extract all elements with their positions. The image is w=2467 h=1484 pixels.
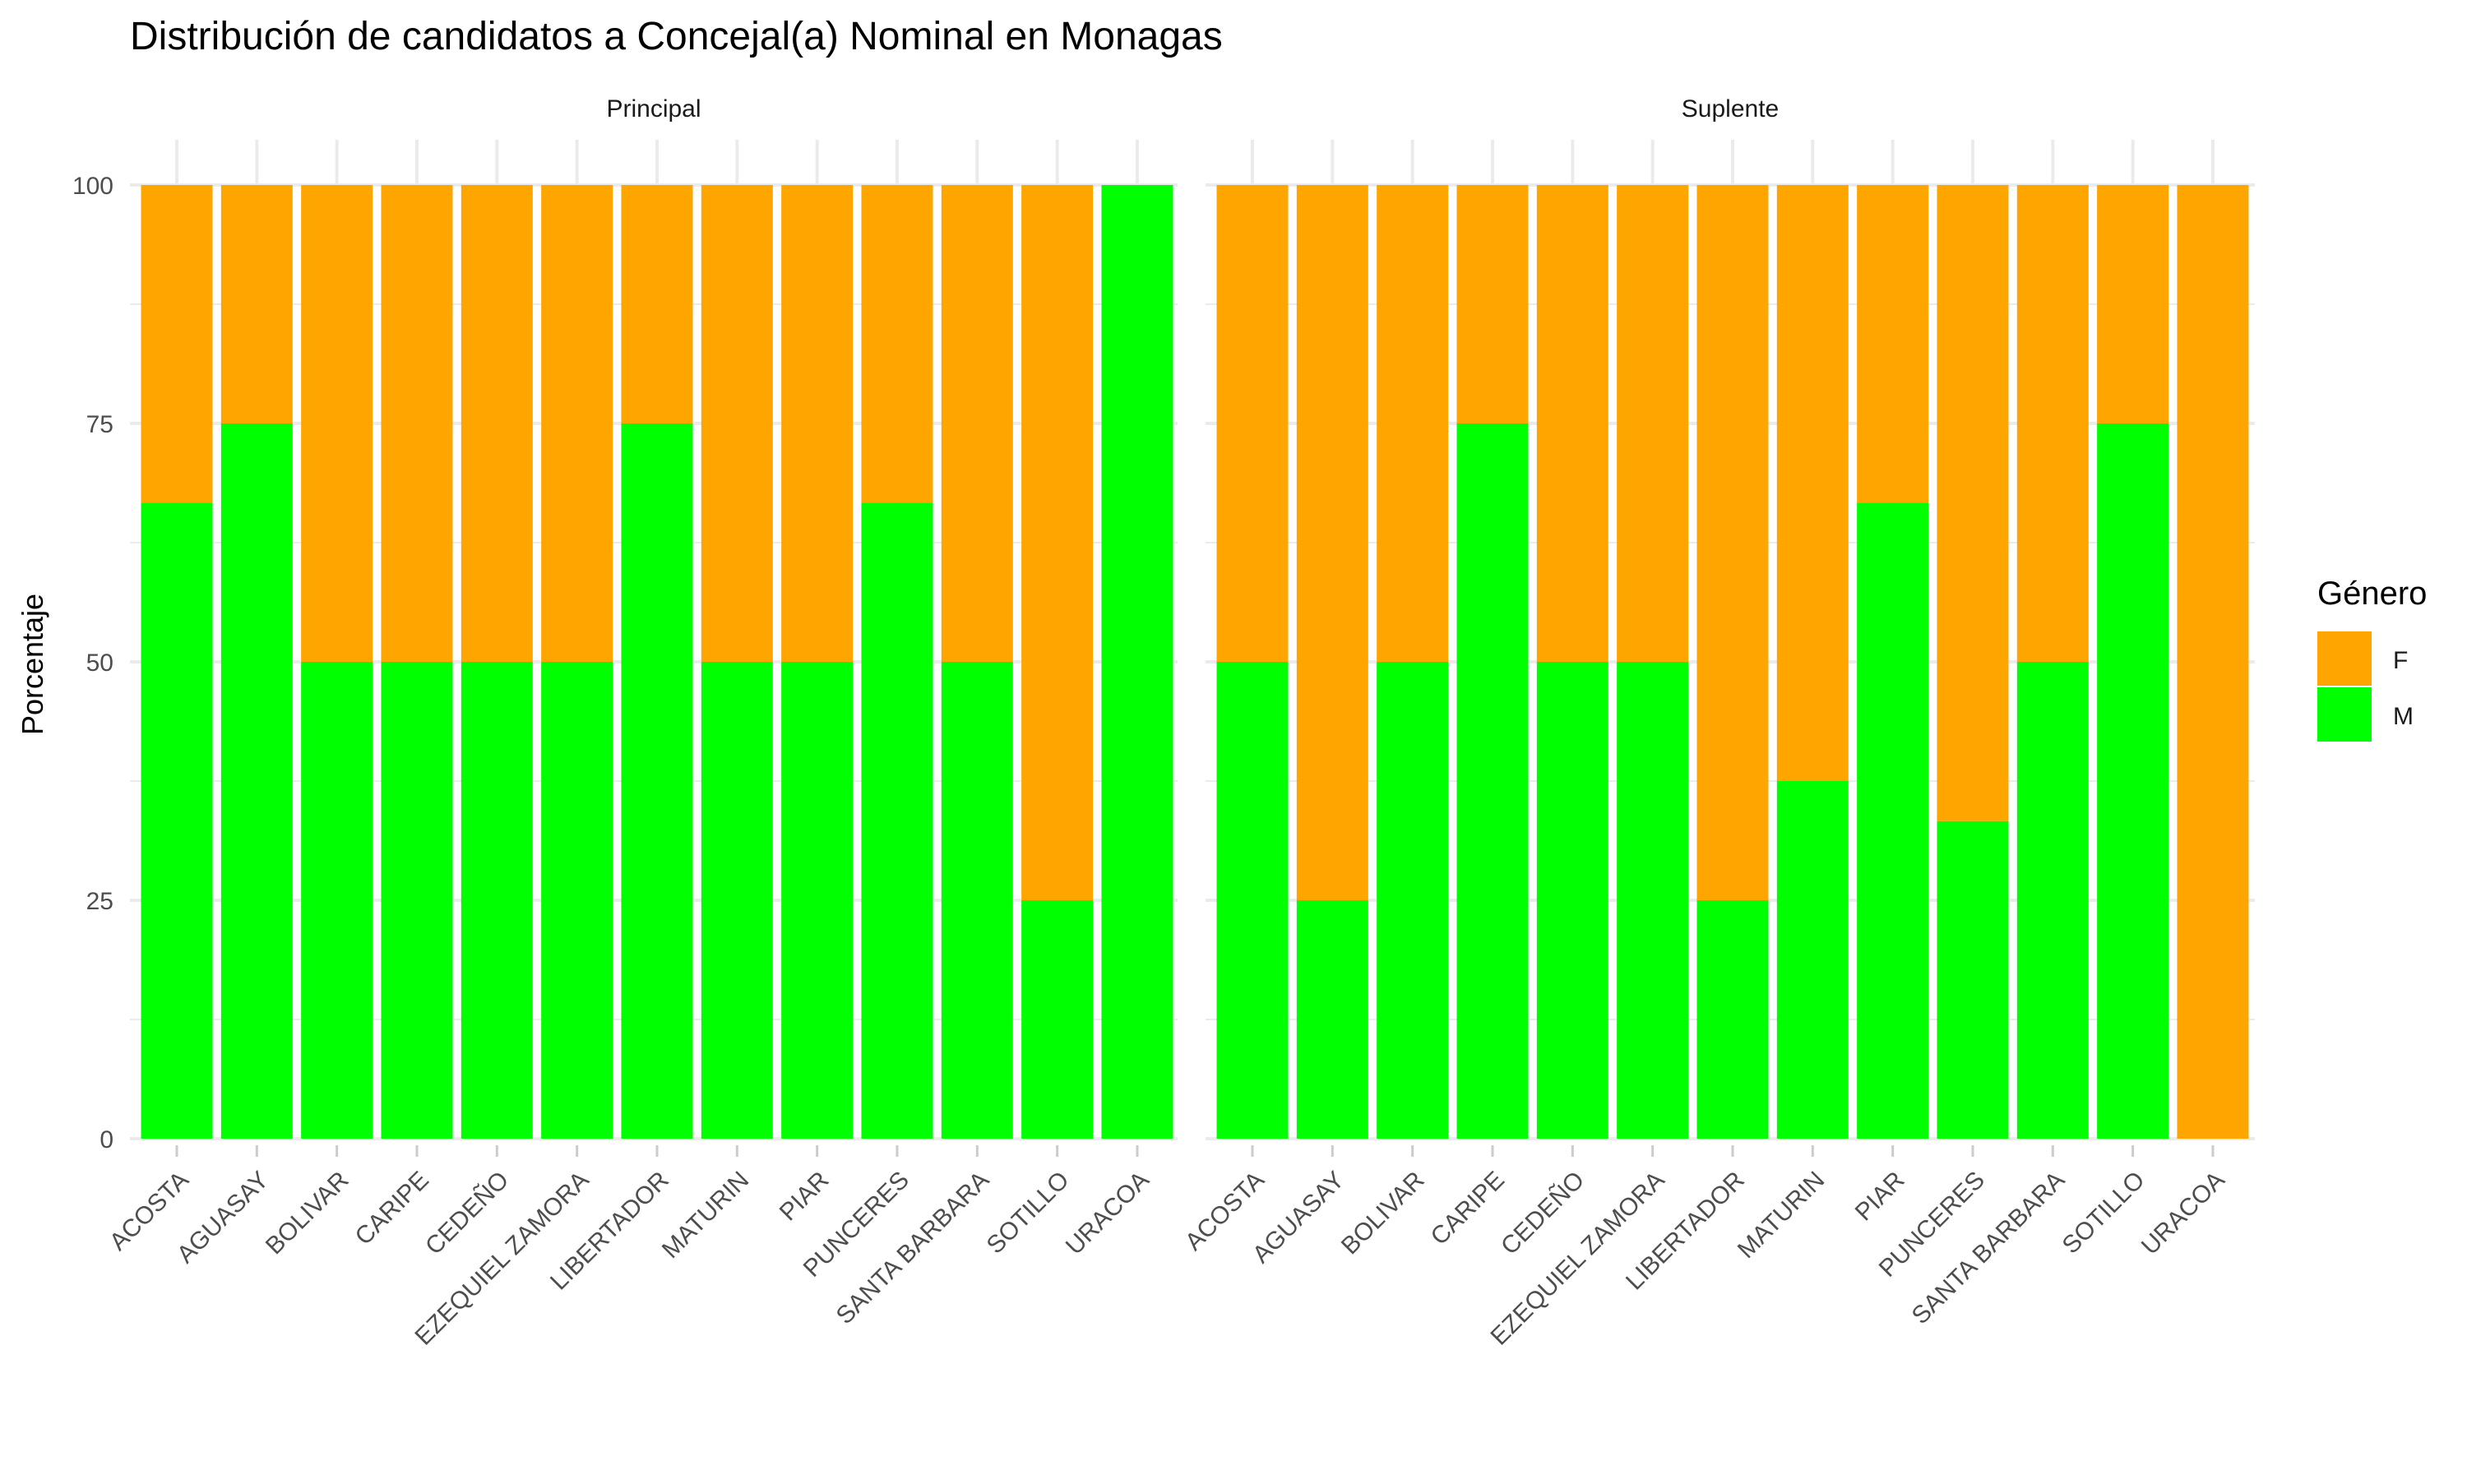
bar-segment-m [1296,900,1368,1139]
x-tick-label: BOLIVAR [1336,1167,1430,1260]
bar-segment-m [941,662,1013,1139]
bar-segment-f [381,185,453,662]
x-tick-label: BOLIVAR [261,1167,354,1260]
bar-segment-f [141,185,213,503]
bar-segment-f [1456,185,1529,423]
x-tick-label: SOTILLO [982,1167,1075,1260]
legend-title: Género [2317,576,2427,612]
bar-segment-f [1021,185,1094,900]
chart-title: Distribución de candidatos a Concejal(a)… [130,15,1223,58]
legend-key-f [2317,631,2372,686]
legend-label: F [2393,647,2408,674]
legend: Género F M [2317,576,2427,742]
y-tick-label: 50 [86,650,113,677]
y-axis-ticks: 0 25 50 75 100 [72,173,113,1153]
x-tick-label: PIAR [1850,1167,1910,1227]
bar-segment-m [381,662,453,1139]
bar-segment-f [1937,185,2009,821]
bar-segment-m [1021,900,1094,1139]
bar-segment-f [461,185,533,662]
facet-strip-label: Suplente [1682,95,1779,123]
bar-segment-f [1617,185,1689,662]
bar-segment-f [621,185,693,423]
y-axis-label: Porcentaje [16,594,49,735]
x-tick-label: SANTA BARBARA [831,1167,995,1330]
panel-suplente: SuplenteACOSTAAGUASAYBOLIVARCARIPECEDEÑO… [1180,95,2255,1351]
bar-segment-m [621,423,693,1139]
y-tick-label: 100 [72,173,113,200]
y-tick-label: 0 [100,1126,113,1153]
bar-segment-m [861,502,933,1139]
bar-segment-m [1776,781,1849,1139]
facet-strip-label: Principal [606,95,701,123]
bar-segment-m [220,423,293,1139]
bar-segment-m [461,662,533,1139]
bar-segment-m [1536,662,1608,1139]
bar-segment-m [701,662,773,1139]
x-tick-label: PIAR [775,1167,835,1227]
bar-segment-m [781,662,854,1139]
panels-layer: PrincipalACOSTAAGUASAYBOLIVARCARIPECEDEÑ… [104,95,2255,1351]
bar-segment-f [1857,185,1929,503]
x-tick-label: CARIPE [1426,1167,1510,1251]
panel-principal: PrincipalACOSTAAGUASAYBOLIVARCARIPECEDEÑ… [104,95,1178,1351]
x-tick-label: CARIPE [350,1167,434,1251]
bar-segment-m [301,662,373,1139]
bar-segment-f [220,185,293,423]
bar-segment-m [1857,502,1929,1139]
bar-segment-m [2097,423,2169,1139]
bar-segment-f [1536,185,1608,662]
legend-label: M [2393,703,2414,730]
y-tick-label: 25 [86,888,113,915]
bar-segment-f [301,185,373,662]
y-tick-label: 75 [86,411,113,438]
bar-segment-m [1696,900,1769,1139]
bar-segment-f [941,185,1013,662]
bar-segment-f [781,185,854,662]
bar-segment-m [1617,662,1689,1139]
bar-segment-m [2016,662,2089,1139]
bar-segment-f [2097,185,2169,423]
bar-segment-f [701,185,773,662]
bar-segment-m [541,662,613,1139]
bar-segment-f [1696,185,1769,900]
bar-segment-f [2177,185,2249,1139]
bar-segment-m [1937,821,2009,1139]
bar-segment-m [1101,185,1173,1139]
bar-segment-m [141,502,213,1139]
bar-segment-f [1296,185,1368,900]
bar-segment-f [541,185,613,662]
bar-segment-f [1776,185,1849,781]
legend-key-m [2317,687,2372,742]
bar-segment-m [1216,662,1289,1139]
x-tick-label: URACOA [1061,1167,1155,1260]
bar-segment-f [2016,185,2089,662]
bar-segment-m [1456,423,1529,1139]
bar-segment-f [1377,185,1449,662]
x-tick-label: MATURIN [1733,1167,1830,1264]
x-tick-label: URACOA [2136,1167,2230,1260]
x-tick-label: SANTA BARBARA [1907,1167,2071,1330]
bar-segment-m [1377,662,1449,1139]
x-tick-label: MATURIN [657,1167,754,1264]
bar-segment-f [1216,185,1289,662]
bar-segment-f [861,185,933,503]
x-tick-label: SOTILLO [2057,1167,2150,1260]
